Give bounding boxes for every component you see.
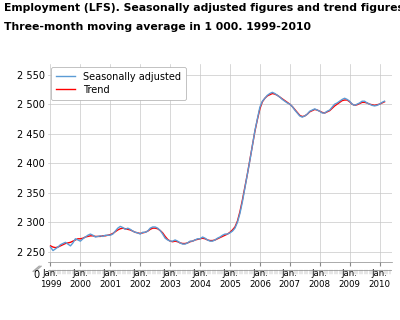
Seasonally adjusted <box>365 101 370 105</box>
Seasonally adjusted <box>48 245 53 249</box>
Trend <box>228 230 232 234</box>
Trend <box>48 244 53 248</box>
Text: Employment (LFS). Seasonally adjusted figures and trend figures.: Employment (LFS). Seasonally adjusted fi… <box>4 3 400 13</box>
Text: 0: 0 <box>34 270 40 280</box>
Seasonally adjusted <box>342 96 347 100</box>
Trend <box>53 246 58 250</box>
Trend <box>292 108 297 111</box>
Legend: Seasonally adjusted, Trend: Seasonally adjusted, Trend <box>51 67 186 100</box>
Line: Seasonally adjusted: Seasonally adjusted <box>50 92 384 251</box>
Seasonally adjusted <box>228 231 232 235</box>
Trend <box>128 228 133 232</box>
Trend <box>240 198 245 202</box>
Trend <box>270 92 275 95</box>
Seasonally adjusted <box>50 249 55 252</box>
Seasonally adjusted <box>292 108 297 112</box>
Seasonally adjusted <box>382 99 387 103</box>
Trend <box>342 98 347 102</box>
Seasonally adjusted <box>270 91 275 94</box>
Seasonally adjusted <box>240 200 245 204</box>
Text: Three-month moving average in 1 000. 1999-2010: Three-month moving average in 1 000. 199… <box>4 22 311 32</box>
Seasonally adjusted <box>128 228 133 231</box>
Line: Trend: Trend <box>50 93 384 248</box>
Trend <box>382 100 387 104</box>
Trend <box>365 101 370 105</box>
